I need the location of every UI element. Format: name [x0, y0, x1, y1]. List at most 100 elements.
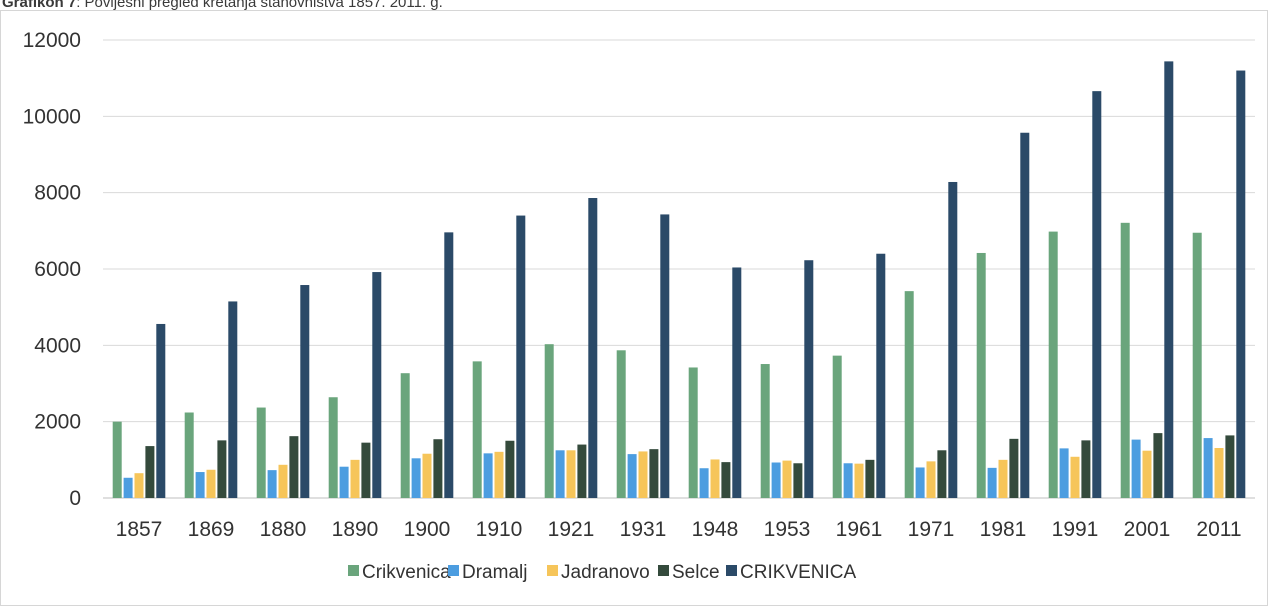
bar-crikvenica-1857: [156, 323, 166, 498]
x-tick-label: 1981: [980, 518, 1027, 541]
bar-crikvenica-1948: [732, 267, 742, 498]
bar-selce-2011: [1225, 435, 1235, 498]
bar-selce-1857: [145, 446, 155, 498]
y-tick-label: 12000: [23, 29, 81, 52]
bar-crikvenica-1921: [588, 198, 598, 498]
x-tick-label: 1953: [764, 518, 811, 541]
bar-dramalj-1857: [123, 477, 133, 498]
bar-selce-1971: [937, 450, 947, 498]
legend-swatch-jadranovo: [547, 565, 558, 576]
bar-selce-1869: [217, 440, 227, 498]
bar-jadranovo-1869: [206, 469, 216, 498]
bar-dramalj-1890: [339, 466, 349, 498]
x-tick-label: 1890: [332, 518, 379, 541]
bar-crikvenica-1910: [516, 215, 526, 499]
bar-crikvenica-2011: [1236, 70, 1246, 499]
bar-jadranovo-1991: [1070, 456, 1080, 498]
bar-selce-1948: [721, 462, 731, 498]
caption-label: Grafikon 7: [2, 0, 77, 11]
legend-label: Crikvenica: [362, 562, 451, 583]
bar-crikvenica-1961: [832, 355, 842, 498]
x-tick-label: 2011: [1196, 518, 1241, 541]
bar-crikvenica-1921: [544, 344, 554, 498]
y-tick-label: 4000: [34, 334, 81, 357]
legend-label: CRIKVENICA: [740, 562, 856, 583]
y-tick-label: 10000: [23, 105, 81, 128]
bar-crikvenica-1931: [660, 214, 670, 498]
bar-selce-1900: [433, 439, 443, 498]
legend-swatch-dramalj: [448, 565, 459, 576]
bar-crikvenica-1971: [948, 181, 958, 499]
x-tick-label: 1857: [116, 518, 163, 541]
bar-dramalj-1991: [1059, 448, 1069, 498]
bar-jadranovo-2011: [1214, 448, 1224, 498]
bar-selce-1991: [1081, 440, 1091, 498]
bar-dramalj-1953: [771, 462, 781, 498]
bar-jadranovo-1948: [710, 459, 720, 498]
bar-dramalj-1880: [267, 470, 277, 498]
legend-label: Jadranovo: [561, 562, 650, 583]
bar-crikvenica-2001: [1120, 222, 1130, 498]
bar-crikvenica-1880: [256, 407, 266, 498]
bar-crikvenica-1981: [1020, 132, 1030, 498]
x-tick-label: 2001: [1124, 518, 1171, 541]
chart-frame: [0, 10, 1268, 606]
bar-dramalj-2001: [1131, 439, 1141, 498]
bar-dramalj-2011: [1203, 438, 1213, 498]
bar-jadranovo-1900: [422, 453, 432, 498]
bar-selce-2001: [1153, 433, 1163, 498]
bar-crikvenica-1953: [804, 260, 814, 498]
bar-crikvenica-1890: [372, 272, 382, 498]
legend-label: Selce: [672, 562, 720, 583]
y-tick-label: 6000: [34, 258, 81, 281]
y-tick-label: 0: [69, 487, 81, 510]
legend-swatch-crikvenica: [348, 565, 359, 576]
bar-crikvenica-1880: [300, 285, 310, 498]
bar-selce-1921: [577, 444, 587, 498]
bar-selce-1931: [649, 449, 659, 498]
bar-crikvenica-1900: [400, 373, 410, 498]
bar-jadranovo-1931: [638, 451, 648, 498]
legend-swatch-selce: [658, 565, 669, 576]
bar-dramalj-1931: [627, 454, 637, 498]
x-tick-label: 1880: [260, 518, 307, 541]
bar-dramalj-1869: [195, 472, 205, 498]
bar-jadranovo-1921: [566, 450, 576, 498]
legend-swatch-crikvenica: [726, 565, 737, 576]
bar-crikvenica-1910: [472, 361, 482, 498]
bar-crikvenica-2011: [1192, 232, 1202, 498]
bar-jadranovo-1953: [782, 460, 792, 498]
x-tick-label: 1869: [188, 518, 235, 541]
bar-crikvenica-1869: [228, 301, 238, 498]
x-tick-label: 1948: [692, 518, 739, 541]
y-tick-label: 2000: [34, 411, 81, 434]
x-tick-label: 1921: [548, 518, 595, 541]
bar-crikvenica-1900: [444, 232, 454, 499]
x-tick-label: 1971: [908, 518, 955, 541]
bar-dramalj-1921: [555, 450, 565, 498]
bar-crikvenica-1890: [328, 397, 338, 498]
x-tick-label: 1900: [404, 518, 451, 541]
bar-dramalj-1961: [843, 463, 853, 498]
bar-dramalj-1971: [915, 467, 925, 498]
bar-crikvenica-1991: [1048, 231, 1058, 498]
bar-selce-1890: [361, 442, 371, 498]
bar-crikvenica-1953: [760, 364, 770, 498]
bar-dramalj-1900: [411, 458, 421, 498]
bar-dramalj-1948: [699, 468, 709, 498]
bar-crikvenica-2001: [1164, 61, 1174, 499]
x-tick-label: 1961: [836, 518, 883, 541]
bar-dramalj-1981: [987, 467, 997, 498]
bar-jadranovo-1910: [494, 451, 504, 498]
bar-jadranovo-1857: [134, 473, 144, 498]
bar-crikvenica-1991: [1092, 91, 1102, 498]
bar-crikvenica-1857: [112, 421, 122, 498]
x-tick-label: 1991: [1052, 518, 1099, 541]
y-tick-label: 8000: [34, 182, 81, 205]
bar-jadranovo-1971: [926, 461, 936, 498]
bar-selce-1961: [865, 459, 875, 498]
legend-label: Dramalj: [462, 562, 527, 583]
bar-jadranovo-1961: [854, 463, 864, 498]
